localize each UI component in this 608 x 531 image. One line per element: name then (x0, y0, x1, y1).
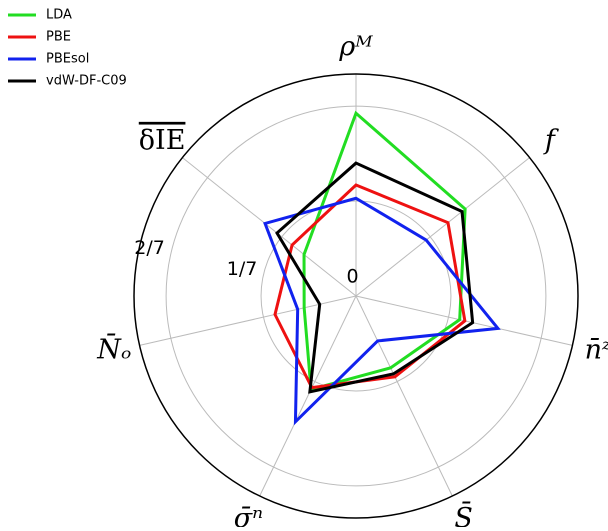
grid-circle (260, 200, 452, 392)
series-line (275, 161, 475, 394)
spoke (259, 295, 357, 497)
axis-label: σ̄ⁿ (234, 503, 263, 527)
spoke (355, 157, 530, 297)
outer-circle (133, 73, 579, 519)
spoke (139, 295, 357, 346)
legend-label: LDA (46, 8, 72, 23)
axis-label: N̄ₒ (96, 332, 131, 366)
axis-label: n̄ᶻ (585, 335, 608, 366)
legend-label: PBEsol (46, 52, 89, 67)
axis-label: ρᴹ (338, 32, 373, 63)
legend-label: vdW-DF-C09 (46, 74, 127, 89)
spoke (355, 295, 453, 497)
r-tick-label: 0 (347, 266, 359, 288)
series-line (263, 196, 501, 426)
series-line (302, 110, 467, 392)
r-tick-label: 2/7 (134, 237, 165, 259)
axis-label: S̄ (454, 500, 473, 527)
axis-label: f (543, 125, 559, 156)
legend-label: PBE (46, 30, 71, 45)
axis-label: δIE (139, 125, 186, 156)
spoke (182, 157, 357, 297)
r-tick-label: 1/7 (227, 258, 258, 280)
grid-circle (165, 105, 547, 487)
